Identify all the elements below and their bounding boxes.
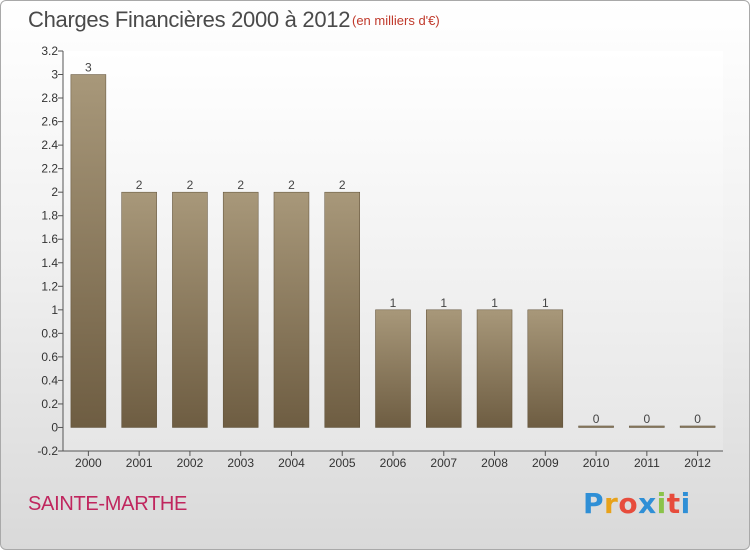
- x-tick-label-2009: 2009: [532, 456, 559, 470]
- proxiti-logo[interactable]: Proxiti: [583, 487, 691, 520]
- chart-title: Charges Financières 2000 à 2012: [28, 7, 351, 32]
- bar-2001: [121, 191, 157, 428]
- commune-name: SAINTE-MARTHE: [28, 493, 188, 515]
- y-tick-label: 2: [51, 185, 58, 199]
- x-tick-label-2012: 2012: [684, 456, 711, 470]
- data-label-2005: 2: [339, 178, 346, 192]
- data-label-2004: 2: [288, 178, 295, 192]
- data-label-2010: 0: [593, 412, 600, 426]
- data-label-2006: 1: [390, 296, 397, 310]
- y-tick-label: 1: [51, 303, 58, 317]
- x-tick-label-2000: 2000: [75, 456, 102, 470]
- y-tick-label: 1.2: [41, 279, 58, 293]
- x-tick-label-2007: 2007: [430, 456, 457, 470]
- bars-group: [70, 74, 716, 428]
- data-label-2009: 1: [542, 296, 549, 310]
- bar-2002: [172, 191, 208, 428]
- y-tick-label: 1.6: [41, 232, 58, 246]
- y-tick-label: 1.4: [41, 256, 58, 270]
- x-tick-label-2005: 2005: [329, 456, 356, 470]
- data-label-2002: 2: [187, 178, 194, 192]
- y-tick-label: 0.4: [41, 373, 58, 387]
- x-tick-label-2004: 2004: [278, 456, 305, 470]
- data-label-2007: 1: [440, 296, 447, 310]
- bar-2009: [527, 309, 564, 428]
- bar-2007: [426, 309, 462, 428]
- bar-2012: [679, 425, 716, 428]
- x-tick-label-2003: 2003: [227, 456, 254, 470]
- axes: -0.2 0 0.2 0.4 0.6 0.8 1 1.2 1.4 1.6 1.8 2 2.2 2.4 2.6…: [37, 44, 723, 470]
- x-tick-label-2001: 2001: [126, 456, 153, 470]
- y-tick-label: 0.8: [41, 326, 58, 340]
- bar-2003: [222, 191, 259, 428]
- y-tick-label: 3.2: [41, 44, 58, 58]
- y-tick-label: 0.6: [41, 350, 58, 364]
- data-label-2008: 1: [491, 296, 498, 310]
- x-tick-label-2011: 2011: [634, 456, 660, 470]
- data-label-2011: 0: [644, 412, 651, 426]
- y-tick-label: 3: [51, 68, 58, 82]
- y-tick-label: 0: [51, 420, 58, 434]
- bar-2000: [70, 74, 107, 428]
- data-label-2003: 2: [237, 178, 244, 192]
- data-label-2001: 2: [136, 178, 143, 192]
- x-tick-label-2008: 2008: [481, 456, 508, 470]
- data-label-2000: 3: [85, 61, 92, 75]
- x-tick-label-2006: 2006: [380, 456, 407, 470]
- data-labels-group: 3 2 2 2 2 2 1 1 1 1 0 0 0: [85, 61, 701, 426]
- chart-unit: (en milliers d'€): [352, 13, 440, 28]
- y-tick-label: 2.2: [41, 162, 58, 176]
- x-tick-label-2010: 2010: [583, 456, 610, 470]
- bar-2004: [273, 191, 310, 428]
- bar-2011: [629, 425, 665, 428]
- bar-2008: [476, 309, 513, 428]
- bar-2010: [578, 425, 614, 428]
- y-tick-label: 2.8: [41, 91, 58, 105]
- bar-2006: [375, 309, 411, 428]
- y-tick-label: -0.2: [37, 444, 58, 458]
- x-tick-label-2002: 2002: [177, 456, 204, 470]
- y-tick-label: 1.8: [41, 209, 58, 223]
- y-tick-label: 0.2: [41, 397, 58, 411]
- bar-2005: [324, 191, 360, 428]
- data-label-2012: 0: [694, 412, 701, 426]
- y-tick-label: 2.6: [41, 115, 58, 129]
- y-tick-label: 2.4: [41, 138, 58, 152]
